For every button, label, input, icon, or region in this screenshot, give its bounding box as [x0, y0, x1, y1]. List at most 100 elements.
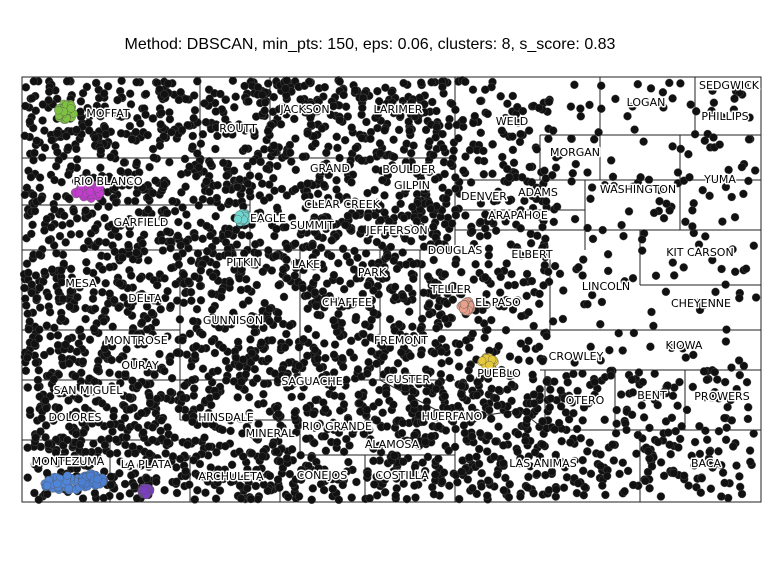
noise-point: [343, 211, 353, 221]
noise-point: [524, 126, 534, 135]
noise-point: [139, 428, 148, 437]
county-label-montezuma: MONTEZUMA: [32, 455, 105, 468]
noise-point: [516, 339, 526, 348]
noise-point: [317, 124, 327, 133]
noise-point: [368, 378, 377, 387]
noise-point: [461, 152, 470, 161]
noise-point: [332, 132, 341, 142]
noise-point: [432, 324, 441, 333]
noise-point: [196, 266, 206, 275]
noise-point: [32, 294, 41, 303]
noise-point: [529, 390, 539, 399]
noise-point: [535, 185, 545, 194]
noise-point: [226, 416, 235, 425]
noise-point: [201, 117, 211, 127]
noise-point: [516, 224, 525, 233]
noise-point: [125, 89, 135, 98]
noise-point: [160, 486, 169, 495]
noise-point: [194, 163, 204, 172]
noise-point: [203, 477, 213, 486]
noise-point: [258, 90, 267, 100]
noise-point: [389, 108, 398, 118]
noise-point: [746, 457, 755, 467]
noise-point: [278, 103, 287, 112]
noise-point: [517, 312, 526, 321]
noise-point: [287, 445, 297, 454]
noise-point: [321, 353, 330, 363]
noise-point: [75, 229, 84, 239]
noise-point: [566, 438, 575, 447]
noise-point: [170, 206, 180, 216]
noise-point: [265, 304, 274, 314]
noise-point: [705, 447, 714, 457]
noise-point: [571, 159, 580, 169]
noise-point: [145, 217, 154, 227]
noise-point: [578, 271, 587, 280]
noise-point: [92, 365, 102, 375]
noise-point: [172, 252, 182, 261]
noise-point: [166, 243, 175, 253]
noise-point: [178, 393, 188, 403]
noise-point: [172, 477, 181, 486]
noise-point: [590, 390, 599, 399]
county-label-montrose: MONTROSE: [104, 334, 167, 347]
noise-point: [153, 297, 163, 306]
noise-point: [333, 143, 342, 153]
noise-point: [20, 283, 29, 293]
noise-point: [259, 323, 268, 333]
noise-point: [391, 293, 400, 302]
noise-point: [160, 366, 169, 376]
noise-point: [25, 117, 34, 126]
noise-point: [252, 374, 262, 383]
noise-point: [282, 76, 291, 85]
noise-point: [550, 377, 559, 386]
noise-point: [370, 480, 379, 489]
noise-point: [727, 416, 736, 425]
noise-point: [342, 467, 352, 476]
noise-point: [228, 76, 238, 85]
noise-points: [19, 76, 761, 504]
noise-point: [501, 473, 510, 483]
county-label-gilpin: GILPIN: [394, 179, 430, 192]
noise-point: [196, 139, 206, 148]
noise-point: [399, 479, 408, 488]
noise-point: [398, 248, 407, 257]
noise-point: [623, 466, 633, 476]
noise-point: [317, 260, 327, 269]
noise-point: [221, 95, 230, 105]
noise-point: [736, 482, 745, 492]
noise-point: [488, 140, 497, 149]
noise-point: [548, 170, 557, 180]
noise-point: [419, 288, 428, 297]
noise-point: [751, 293, 761, 302]
chart-title: Method: DBSCAN, min_pts: 150, eps: 0.06,…: [124, 36, 616, 53]
noise-point: [442, 194, 451, 204]
noise-point: [516, 492, 525, 501]
noise-point: [630, 125, 639, 134]
noise-point: [191, 171, 201, 181]
noise-point: [342, 375, 351, 385]
noise-point: [189, 113, 198, 123]
noise-point: [578, 369, 587, 378]
noise-point: [47, 223, 56, 232]
noise-point: [424, 300, 434, 309]
noise-point: [90, 304, 100, 313]
noise-point: [250, 128, 259, 137]
county-label-clear-creek: CLEAR CREEK: [304, 198, 381, 211]
noise-point: [715, 140, 724, 149]
noise-point: [430, 175, 440, 184]
noise-point: [49, 375, 58, 384]
noise-point: [369, 444, 378, 453]
noise-point: [320, 303, 329, 312]
noise-point: [583, 168, 592, 177]
noise-point: [290, 408, 299, 417]
noise-point: [705, 191, 714, 201]
noise-point: [259, 399, 268, 408]
noise-point: [467, 432, 477, 441]
county-label-las-animas: LAS ANIMAS: [509, 457, 576, 470]
noise-point: [21, 83, 31, 92]
noise-point: [309, 262, 318, 271]
noise-point: [296, 451, 305, 460]
noise-point: [391, 205, 400, 214]
noise-point: [252, 280, 261, 290]
